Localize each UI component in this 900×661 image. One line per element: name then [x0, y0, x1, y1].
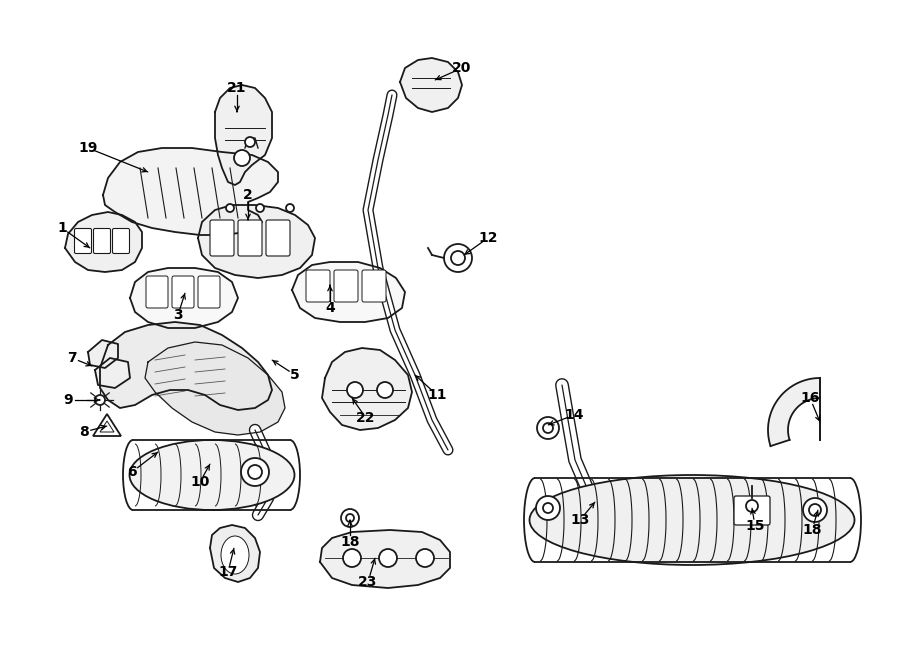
Circle shape: [809, 504, 821, 516]
Text: 7: 7: [68, 351, 76, 365]
Polygon shape: [322, 348, 412, 430]
Text: 22: 22: [356, 411, 376, 425]
Text: 17: 17: [219, 565, 238, 579]
Text: 18: 18: [340, 535, 360, 549]
FancyBboxPatch shape: [146, 276, 168, 308]
Circle shape: [536, 496, 560, 520]
Text: 18: 18: [802, 523, 822, 537]
Text: 12: 12: [478, 231, 498, 245]
Polygon shape: [768, 378, 820, 446]
Circle shape: [537, 417, 559, 439]
Text: 6: 6: [127, 465, 137, 479]
Text: 23: 23: [358, 575, 378, 589]
Text: 8: 8: [79, 425, 89, 439]
Text: 14: 14: [564, 408, 584, 422]
Polygon shape: [215, 85, 272, 185]
FancyBboxPatch shape: [210, 220, 234, 256]
Text: 16: 16: [800, 391, 820, 405]
FancyBboxPatch shape: [334, 270, 358, 302]
Circle shape: [245, 137, 255, 147]
Circle shape: [416, 549, 434, 567]
Circle shape: [543, 423, 553, 433]
Polygon shape: [100, 322, 272, 410]
Circle shape: [379, 549, 397, 567]
Polygon shape: [145, 342, 285, 435]
Ellipse shape: [221, 536, 249, 574]
Polygon shape: [93, 414, 121, 436]
FancyBboxPatch shape: [734, 496, 770, 525]
Polygon shape: [210, 525, 260, 582]
Text: 11: 11: [428, 388, 446, 402]
FancyBboxPatch shape: [94, 229, 111, 254]
FancyBboxPatch shape: [172, 276, 194, 308]
Text: 3: 3: [173, 308, 183, 322]
Text: 21: 21: [227, 81, 247, 95]
FancyBboxPatch shape: [266, 220, 290, 256]
Circle shape: [343, 549, 361, 567]
Circle shape: [377, 382, 393, 398]
Text: 1: 1: [57, 221, 67, 235]
Polygon shape: [130, 268, 238, 328]
Polygon shape: [88, 340, 118, 368]
Circle shape: [341, 509, 359, 527]
Circle shape: [286, 204, 294, 212]
FancyBboxPatch shape: [198, 276, 220, 308]
Circle shape: [543, 503, 553, 513]
Text: 4: 4: [325, 301, 335, 315]
Circle shape: [234, 150, 250, 166]
Text: 10: 10: [190, 475, 210, 489]
Circle shape: [803, 498, 827, 522]
FancyBboxPatch shape: [362, 270, 386, 302]
Circle shape: [95, 395, 105, 405]
Ellipse shape: [529, 475, 854, 565]
Polygon shape: [103, 148, 278, 235]
Polygon shape: [292, 262, 405, 322]
Polygon shape: [95, 358, 130, 388]
Text: 20: 20: [453, 61, 472, 75]
Circle shape: [248, 465, 262, 479]
Polygon shape: [320, 530, 450, 588]
Polygon shape: [100, 421, 114, 432]
Circle shape: [241, 458, 269, 486]
Text: 2: 2: [243, 188, 253, 202]
Circle shape: [347, 382, 363, 398]
Polygon shape: [65, 212, 142, 272]
Circle shape: [256, 204, 264, 212]
Circle shape: [451, 251, 465, 265]
Polygon shape: [198, 205, 315, 278]
Text: 15: 15: [745, 519, 765, 533]
Circle shape: [226, 204, 234, 212]
Polygon shape: [400, 58, 462, 112]
Circle shape: [746, 500, 758, 512]
Text: 13: 13: [571, 513, 590, 527]
Ellipse shape: [130, 440, 294, 510]
Text: 9: 9: [63, 393, 73, 407]
FancyBboxPatch shape: [306, 270, 330, 302]
FancyBboxPatch shape: [75, 229, 92, 254]
FancyBboxPatch shape: [238, 220, 262, 256]
Text: 19: 19: [78, 141, 98, 155]
Circle shape: [346, 514, 354, 522]
Circle shape: [444, 244, 472, 272]
Text: 5: 5: [290, 368, 300, 382]
FancyBboxPatch shape: [112, 229, 130, 254]
